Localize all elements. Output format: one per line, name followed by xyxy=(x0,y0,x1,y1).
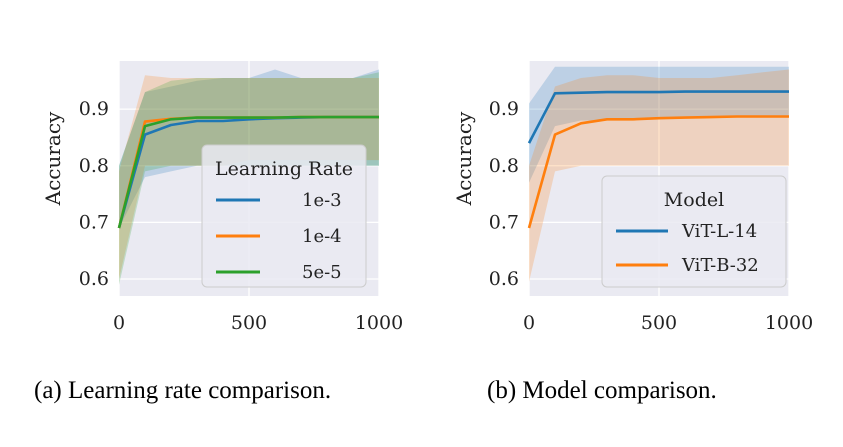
legend-label-5e-5: 5e-5 xyxy=(302,262,342,283)
y-tick-label: 0.8 xyxy=(79,155,109,177)
legend-label-1e-3: 1e-3 xyxy=(302,190,342,211)
caption-a: (a) Learning rate comparison. xyxy=(34,377,331,404)
y-tick-label: 0.7 xyxy=(489,211,519,233)
legend-label-1e-4: 1e-4 xyxy=(302,226,342,247)
legend-a: Learning Rate 1e-3 1e-4 5e-5 xyxy=(201,144,367,288)
x-tick-label: 500 xyxy=(231,312,267,334)
caption-b: (b) Model comparison. xyxy=(487,377,717,404)
y-axis-label-a: Accuracy xyxy=(41,111,65,206)
panel-model: 0.6 0.7 0.8 0.9 0 500 1000 Accuracy Model ViT-… xyxy=(452,61,813,404)
series-lines-a xyxy=(117,115,379,229)
y-tick-labels-b: 0.6 0.7 0.8 0.9 xyxy=(489,98,519,290)
x-tick-labels-a: 0 500 1000 xyxy=(113,312,403,334)
series-lines-b xyxy=(527,90,789,229)
legend-label-ViT-B-32: ViT-B-32 xyxy=(681,255,759,276)
series-line-ViT-L-14 xyxy=(527,90,789,144)
x-tick-label: 0 xyxy=(113,312,125,334)
legend-title: Learning Rate xyxy=(215,158,353,180)
legend-b: Model ViT-L-14 ViT-B-32 xyxy=(601,175,787,288)
y-tick-label: 0.9 xyxy=(79,98,109,120)
y-tick-labels-a: 0.6 0.7 0.8 0.9 xyxy=(79,98,109,290)
y-tick-label: 0.8 xyxy=(489,155,519,177)
legend-box xyxy=(201,144,367,288)
y-tick-label: 0.9 xyxy=(489,98,519,120)
legend-box xyxy=(601,175,787,288)
y-tick-label: 0.7 xyxy=(79,211,109,233)
panel-learning-rate: 0.6 0.7 0.8 0.9 0 500 1000 Accuracy Learning … xyxy=(34,61,403,404)
x-tick-label: 1000 xyxy=(765,312,813,334)
series-line-5e-5 xyxy=(117,115,379,229)
series-line-ViT-B-32 xyxy=(527,115,789,229)
y-axis-label-b: Accuracy xyxy=(452,111,476,206)
legend-title: Model xyxy=(664,189,724,211)
y-tick-label: 0.6 xyxy=(489,268,519,290)
x-tick-label: 1000 xyxy=(355,312,403,334)
confidence-band-1e-4 xyxy=(119,75,379,279)
confidence-band-ViT-L-14 xyxy=(529,66,789,183)
legend-label-ViT-L-14: ViT-L-14 xyxy=(681,221,757,242)
x-tick-label: 0 xyxy=(523,312,535,334)
x-tick-label: 500 xyxy=(641,312,677,334)
x-tick-labels-b: 0 500 1000 xyxy=(523,312,813,334)
confidence-band-5e-5 xyxy=(119,72,379,285)
y-tick-label: 0.6 xyxy=(79,268,109,290)
